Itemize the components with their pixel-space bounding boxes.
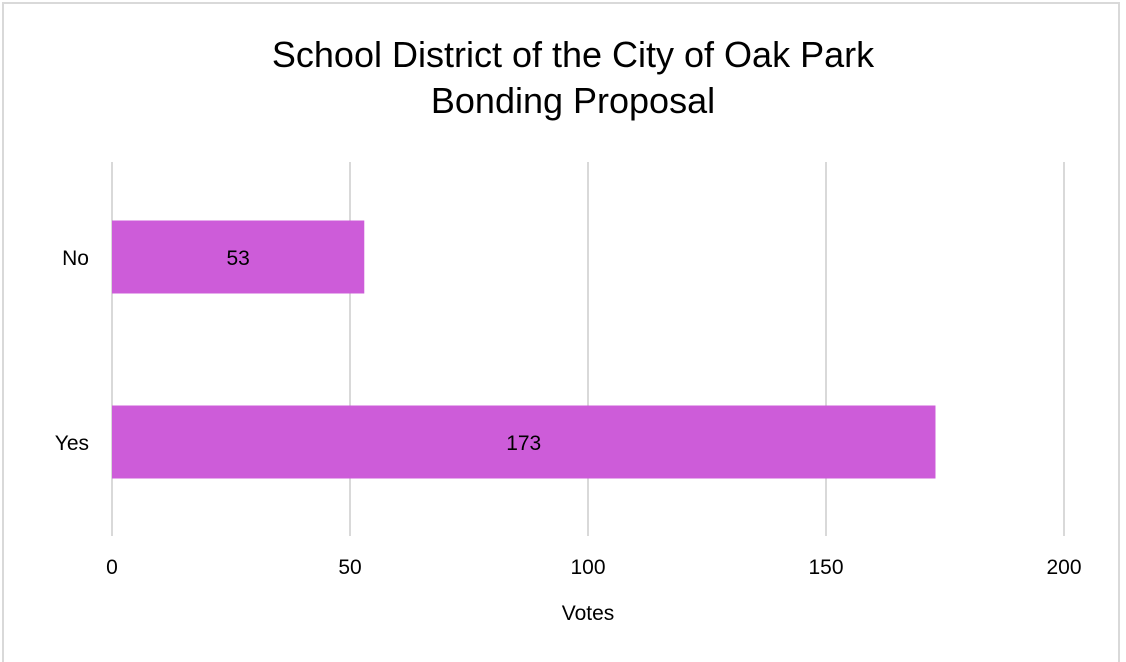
x-tick-label-200: 200 xyxy=(1046,556,1081,579)
x-axis-tick-labels: 0 50 100 150 200 xyxy=(106,556,1081,579)
category-labels: No Yes xyxy=(55,247,89,455)
x-tick-label-0: 0 xyxy=(106,556,118,579)
chart-title-line-2: Bonding Proposal xyxy=(431,80,715,121)
data-label-no: 53 xyxy=(226,247,249,270)
x-tick-label-100: 100 xyxy=(570,556,605,579)
chart-title-line-1: School District of the City of Oak Park xyxy=(272,34,875,75)
bars: 53 173 xyxy=(112,220,936,479)
category-label-yes: Yes xyxy=(55,432,89,455)
x-axis-title: Votes xyxy=(562,602,615,625)
x-tick-label-150: 150 xyxy=(808,556,843,579)
x-tick-label-50: 50 xyxy=(338,556,361,579)
bar-no xyxy=(112,220,365,294)
data-label-yes: 173 xyxy=(506,432,541,455)
category-label-no: No xyxy=(62,247,89,270)
bar-yes xyxy=(112,405,936,479)
